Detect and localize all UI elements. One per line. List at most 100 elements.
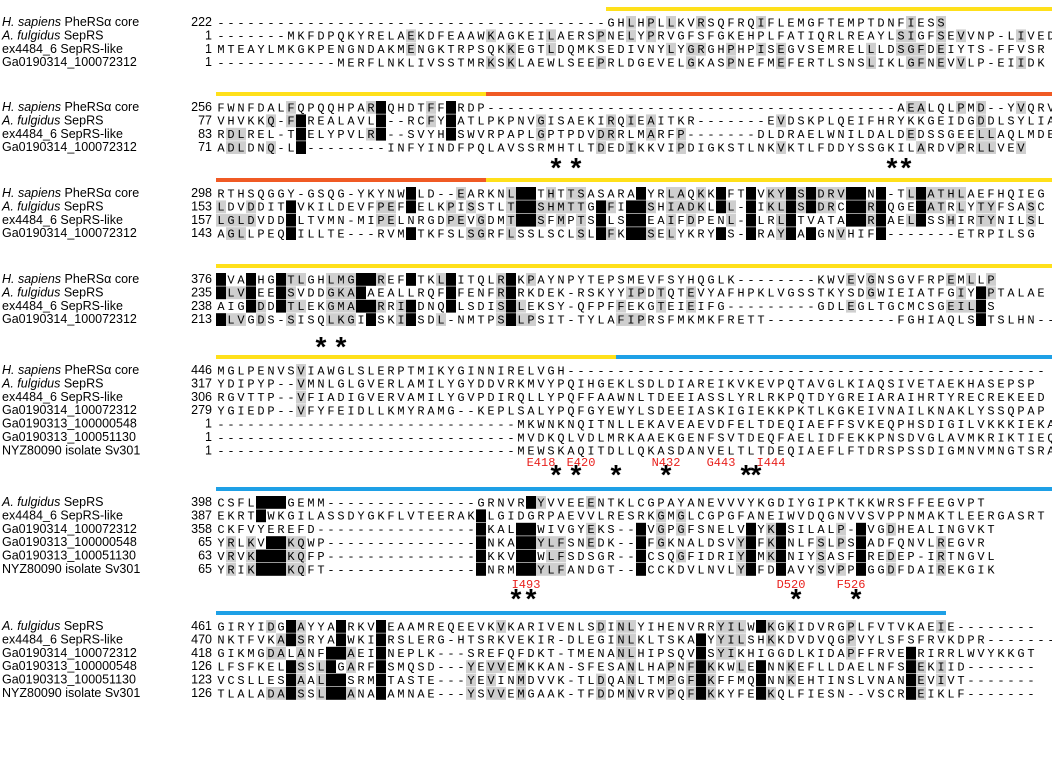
residue: G xyxy=(427,214,434,228)
residue: Q xyxy=(687,187,694,201)
residue: K xyxy=(487,523,495,537)
residue: E xyxy=(1007,142,1014,156)
residue: L xyxy=(487,142,494,156)
residue: H xyxy=(637,16,644,30)
residue: N xyxy=(337,214,344,228)
residue: A xyxy=(517,620,525,634)
alignment-block-4: H. sapiens PheRSα core 376 V V A D H G L T L G H L M G V… xyxy=(1,264,1052,328)
residue: Q xyxy=(297,563,304,577)
residue: F xyxy=(787,214,794,228)
residue-shade xyxy=(256,563,266,576)
residue: E xyxy=(457,620,464,634)
residue-shade xyxy=(646,16,656,29)
residue: N xyxy=(567,620,574,634)
gap: - xyxy=(597,364,604,378)
residue: S xyxy=(827,687,834,701)
residue: E xyxy=(267,674,274,688)
residue: L xyxy=(397,287,404,301)
residue: H xyxy=(747,647,754,661)
residue: N xyxy=(487,563,494,577)
residue: P xyxy=(787,391,794,405)
residue: I xyxy=(267,201,274,215)
gap: - xyxy=(737,364,744,378)
sequence-name: ex4484_6 SepRS-like xyxy=(2,213,123,227)
residue-shade xyxy=(296,404,306,417)
residue-shade xyxy=(326,273,336,286)
residue: S xyxy=(977,300,984,314)
residue: F xyxy=(937,287,944,301)
gap: - xyxy=(347,445,354,459)
gap: - xyxy=(317,57,324,71)
residue: R xyxy=(847,391,854,405)
residue-shade xyxy=(356,286,366,300)
residue: L xyxy=(287,647,294,661)
residue: E xyxy=(297,496,304,510)
residue: N xyxy=(317,378,324,392)
residue: T xyxy=(557,128,564,142)
residue: P xyxy=(267,378,274,392)
residue: V xyxy=(867,674,875,688)
residue: R xyxy=(537,510,544,524)
gap: - xyxy=(597,16,604,30)
residue: T xyxy=(927,287,934,301)
residue: A xyxy=(507,128,515,142)
residue: L xyxy=(577,634,584,648)
gap: - xyxy=(577,101,584,115)
gap: - xyxy=(347,496,354,510)
residue: Y xyxy=(467,378,474,392)
gap: - xyxy=(1007,661,1014,675)
residue-shade xyxy=(976,313,986,326)
residue-shade xyxy=(546,200,556,214)
residue-shade xyxy=(216,313,226,326)
residue: Y xyxy=(717,620,724,634)
residue: T xyxy=(607,563,614,577)
residue: P xyxy=(547,128,554,142)
residue: I xyxy=(667,142,674,156)
residue: M xyxy=(677,314,684,328)
residue: A xyxy=(697,391,705,405)
gap: - xyxy=(757,364,764,378)
residue: W xyxy=(877,496,885,510)
residue-shade xyxy=(626,313,636,326)
residue: R xyxy=(617,128,624,142)
residue-shade xyxy=(346,687,356,700)
residue-shade xyxy=(296,273,306,286)
residue: L xyxy=(597,314,604,328)
residue: T xyxy=(667,115,674,129)
residue: L xyxy=(977,273,984,287)
gap: - xyxy=(567,16,574,30)
residue-shade xyxy=(516,200,526,214)
residue: F xyxy=(837,418,844,432)
residue: V xyxy=(747,537,755,551)
gap: - xyxy=(1017,634,1024,648)
residue: N xyxy=(337,43,344,57)
residue: W xyxy=(397,187,405,201)
residue: L xyxy=(387,30,394,44)
residue: E xyxy=(267,661,274,675)
residue-shade xyxy=(426,114,436,128)
residue: E xyxy=(997,391,1004,405)
residue: P xyxy=(657,496,664,510)
residue: D xyxy=(687,142,694,156)
residue-shade xyxy=(406,227,416,240)
residue: I xyxy=(627,43,634,57)
residue: K xyxy=(937,687,945,701)
residue: V xyxy=(637,43,645,57)
residue-shade xyxy=(216,286,226,300)
residue: Y xyxy=(447,391,454,405)
residue: P xyxy=(597,30,604,44)
residue: P xyxy=(547,510,554,524)
residue: T xyxy=(817,674,824,688)
residue: F xyxy=(917,273,924,287)
residue: D xyxy=(247,142,254,156)
residue: N xyxy=(767,674,774,688)
residue-shade xyxy=(846,187,856,200)
residue: L xyxy=(447,128,454,142)
residue: D xyxy=(917,214,924,228)
residue: Q xyxy=(697,273,704,287)
sequence-name: Ga0190314_100072312 xyxy=(2,403,137,417)
gap: - xyxy=(497,445,504,459)
residue: P xyxy=(497,405,504,419)
residue: N xyxy=(677,620,684,634)
residue: L xyxy=(627,16,634,30)
